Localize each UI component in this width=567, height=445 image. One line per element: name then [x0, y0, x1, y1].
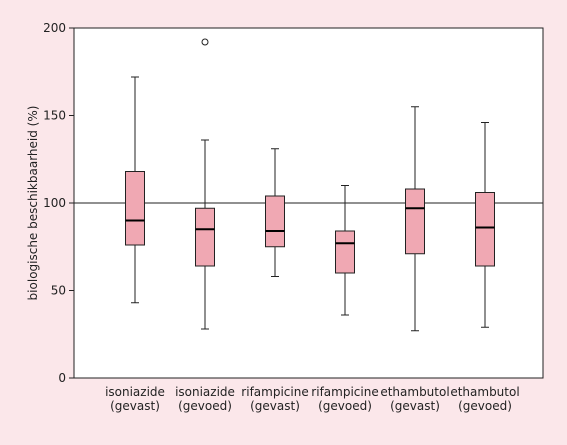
outlier-point: [201, 38, 209, 46]
box-1: [125, 76, 145, 304]
category-label-2: isoniazide (gevoed): [175, 385, 235, 413]
box-iqr: [125, 171, 145, 246]
y-tick-label-200: 200: [43, 21, 66, 35]
box-3: [265, 148, 285, 277]
box-iqr: [405, 188, 425, 255]
y-tick-label-150: 150: [43, 109, 66, 123]
box-iqr: [195, 207, 215, 267]
category-label-3: rifampicine (gevast): [241, 385, 308, 413]
boxes-group: [125, 38, 495, 332]
y-tick-label-50: 50: [51, 284, 66, 298]
box-4: [335, 185, 355, 316]
category-label-1: isoniazide (gevast): [105, 385, 165, 413]
box-iqr: [265, 195, 285, 248]
box-iqr: [475, 192, 495, 267]
y-axis-title: biologische beschikbaarheid (%): [26, 106, 40, 301]
category-label-6: ethambutol (gevoed): [450, 385, 519, 413]
category-label-4: rifampicine (gevoed): [311, 385, 378, 413]
y-tick-label-100: 100: [43, 196, 66, 210]
y-axis: 0 50 100 150 200: [43, 21, 74, 385]
box-6: [475, 122, 495, 328]
box-5: [405, 106, 425, 332]
box-iqr: [335, 230, 355, 274]
box-2: [195, 38, 215, 330]
category-label-5: ethambutol (gevast): [380, 385, 449, 413]
x-axis-labels: isoniazide (gevast)isoniazide (gevoed)rifa…: [105, 385, 520, 413]
y-tick-label-0: 0: [58, 371, 66, 385]
